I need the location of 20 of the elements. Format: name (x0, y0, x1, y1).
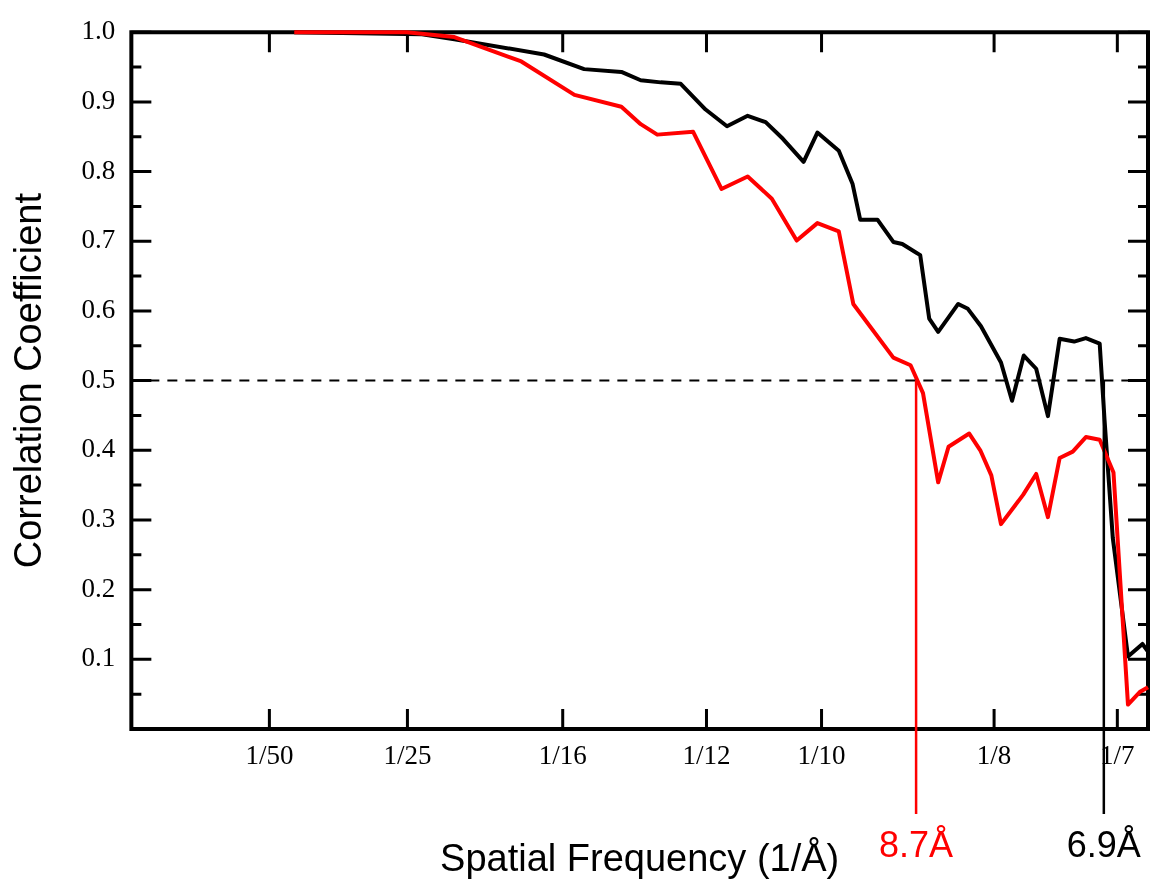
x-tick-label: 1/10 (797, 740, 846, 771)
y-tick-label: 0.1 (81, 642, 116, 673)
y-tick-label: 1.0 (81, 15, 116, 46)
ref-line-label: 8.7Å (879, 823, 954, 865)
y-tick-label: 0.6 (81, 294, 116, 325)
x-tick-label: 1/12 (682, 740, 731, 771)
x-axis-title: Spatial Frequency (1/Å) (440, 835, 840, 879)
y-tick-label: 0.9 (81, 84, 116, 115)
ref-line-label: 6.9Å (1066, 823, 1141, 865)
y-tick-label: 0.8 (81, 154, 116, 185)
x-tick-label: 1/50 (245, 740, 294, 771)
x-tick-label: 1/8 (976, 740, 1012, 771)
y-tick-label: 0.7 (81, 224, 116, 255)
x-tick-label: 1/25 (383, 740, 432, 771)
y-tick-label: 0.3 (81, 503, 116, 534)
y-tick-label: 0.4 (81, 433, 116, 464)
y-tick-label: 0.5 (81, 363, 116, 394)
y-axis-title: Correlation Coefficient (7, 192, 50, 569)
y-tick-label: 0.2 (81, 572, 116, 603)
x-tick-label: 1/16 (538, 740, 587, 771)
